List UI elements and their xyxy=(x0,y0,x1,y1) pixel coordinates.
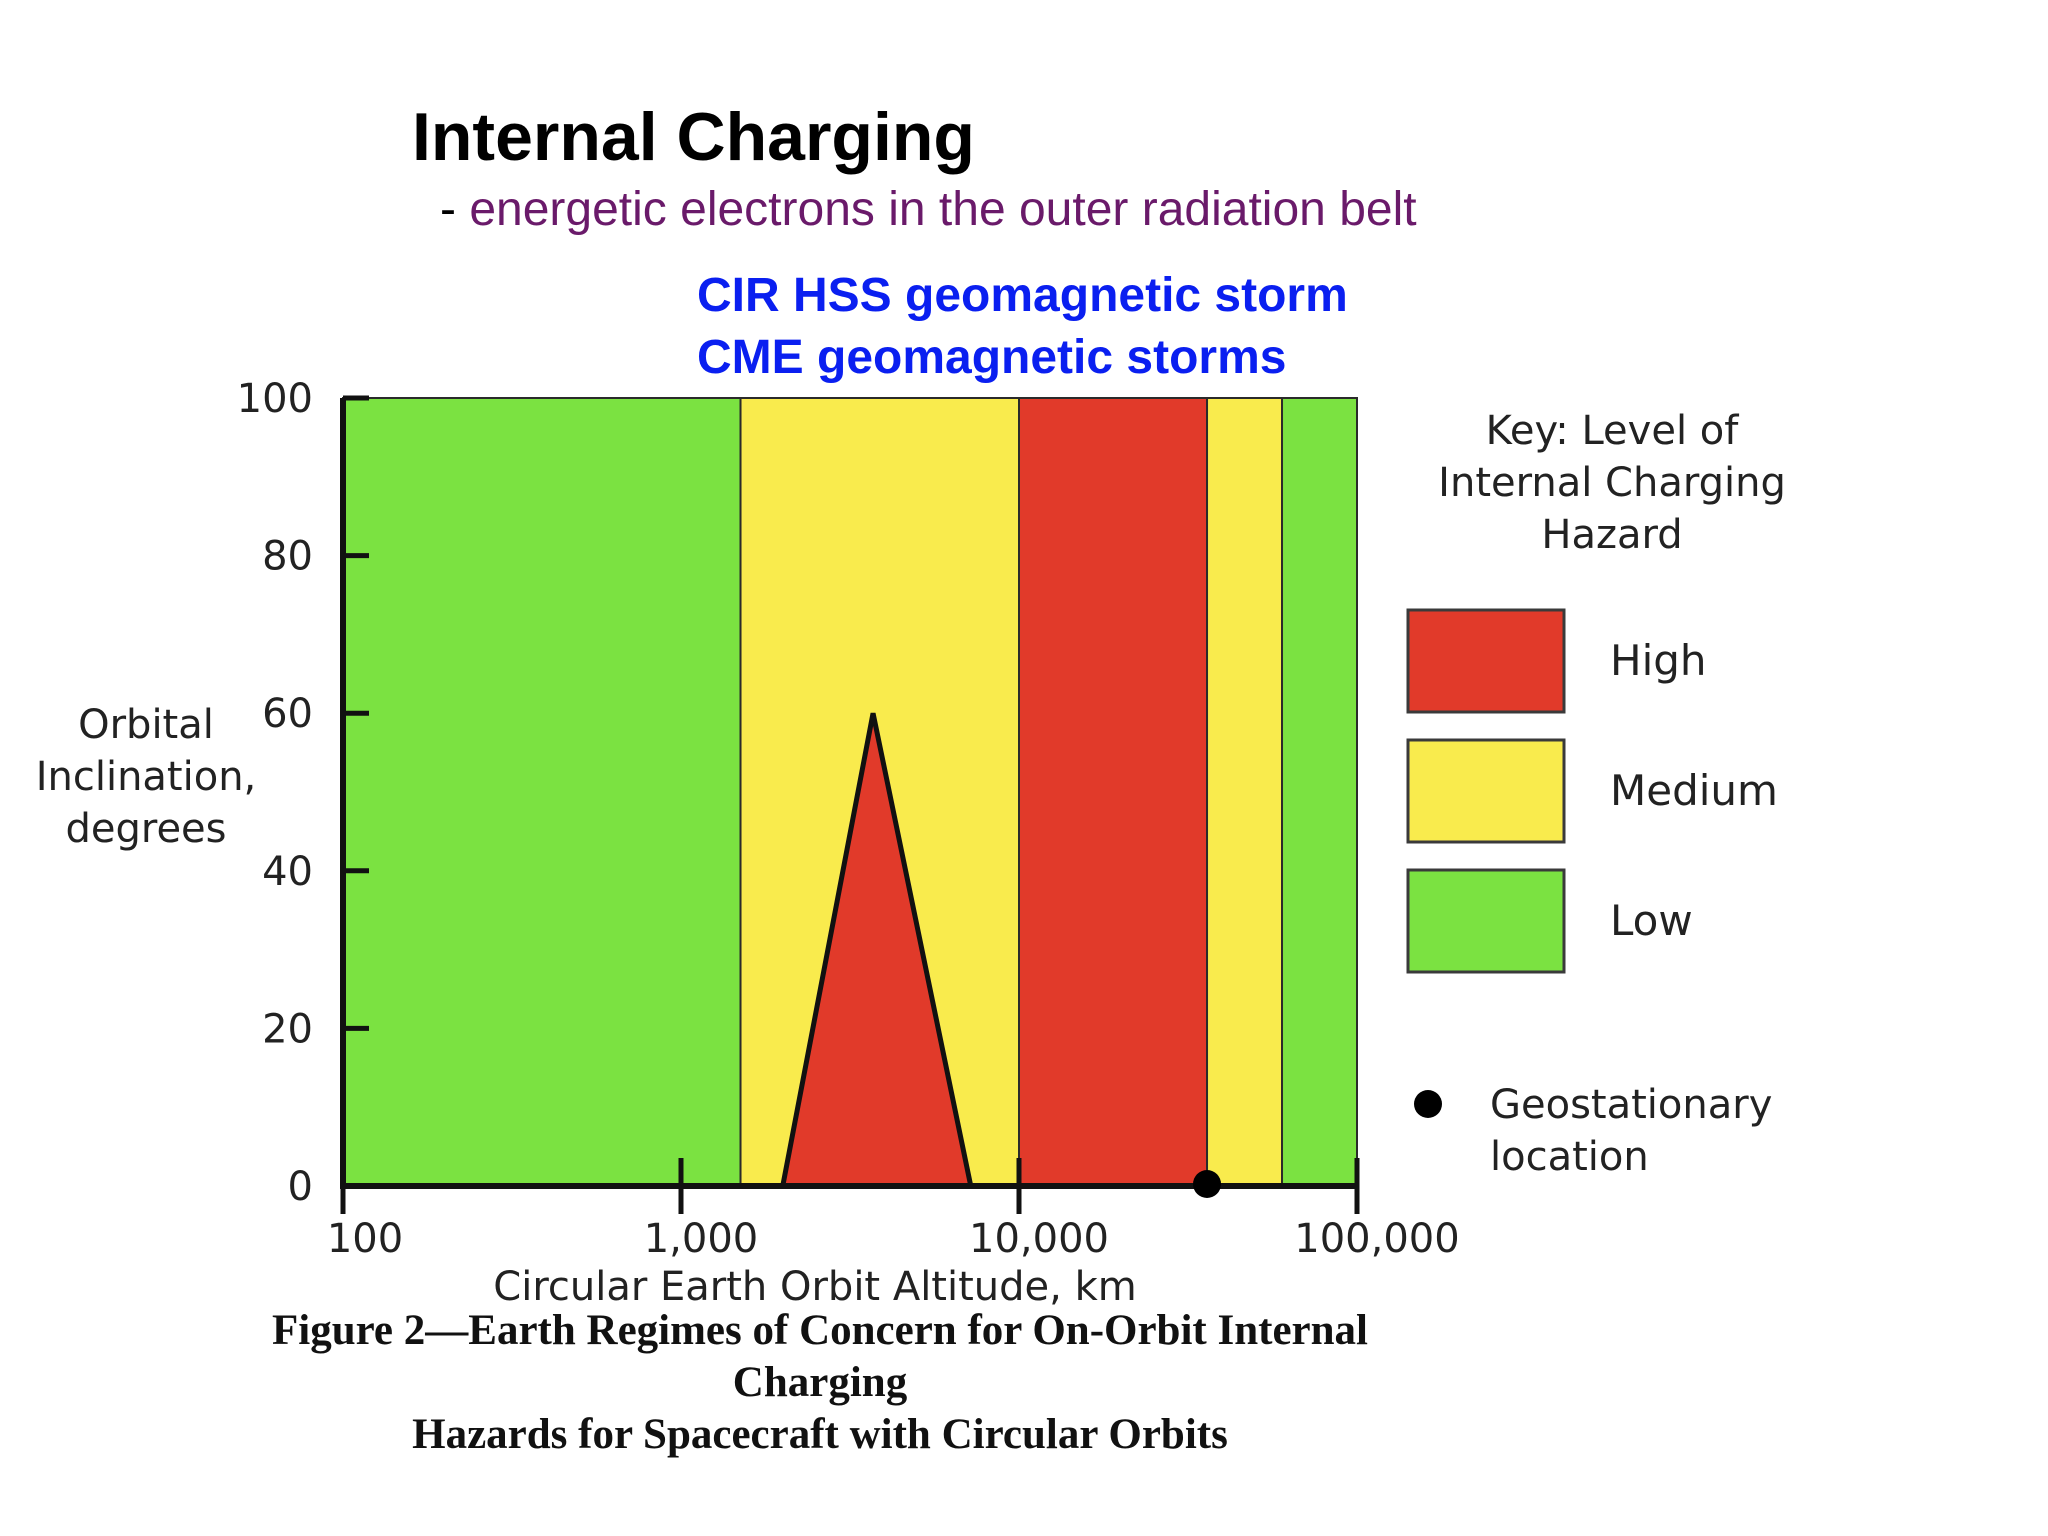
legend-label-low: Low xyxy=(1610,896,1693,945)
legend: Key: Level of Internal Charging Hazard High… xyxy=(1406,408,1786,1180)
y-axis-title-line: Inclination, xyxy=(36,754,257,800)
y-axis-title-line: degrees xyxy=(65,806,226,852)
hazard-region-low-0 xyxy=(342,397,742,1187)
legend-swatch-medium xyxy=(1406,738,1566,844)
legend-label-high: High xyxy=(1610,636,1707,685)
y-tick-label: 100 xyxy=(237,376,313,422)
figure-caption: Figure 2—Earth Regimes of Concern for On… xyxy=(240,1305,1400,1461)
subtitle-dash: - xyxy=(440,183,470,236)
x-tick-label: 100,000 xyxy=(1294,1216,1459,1262)
y-tick-label: 0 xyxy=(288,1164,313,1210)
slide-title: Internal Charging xyxy=(412,99,975,175)
axes xyxy=(340,398,1359,1189)
x-tick-label: 10,000 xyxy=(969,1216,1109,1262)
storm-label-cme: CME geomagnetic storms xyxy=(697,331,1287,384)
geostationary-marker xyxy=(1193,1170,1222,1198)
subtitle-text: energetic electrons in the outer radiati… xyxy=(469,183,1417,236)
hazard-region-high-2 xyxy=(1018,397,1209,1187)
geostationary-marker-layer xyxy=(1193,1170,1222,1198)
legend-geostationary-label: location xyxy=(1490,1134,1649,1180)
x-tick-label: 1,000 xyxy=(644,1216,759,1262)
hazard-regions xyxy=(342,397,1359,1187)
hazard-region-low-4 xyxy=(1281,397,1359,1187)
legend-swatch-high xyxy=(1406,608,1566,714)
tick-marks xyxy=(340,395,1360,1214)
x-axis-title: Circular Earth Orbit Altitude, km xyxy=(493,1264,1136,1310)
legend-geostationary-label: Geostationary xyxy=(1490,1082,1772,1128)
hazard-region-medium-3 xyxy=(1206,397,1284,1187)
x-tick-label: 100 xyxy=(327,1216,403,1262)
y-tick-label: 20 xyxy=(262,1006,313,1052)
legend-title-line: Internal Charging xyxy=(1438,460,1786,506)
y-tick-label: 40 xyxy=(262,849,313,895)
legend-geostationary-marker xyxy=(1414,1090,1442,1118)
slide-subtitle: - energetic electrons in the outer radia… xyxy=(440,183,1417,237)
legend-title-line: Hazard xyxy=(1541,512,1682,558)
y-tick-label: 60 xyxy=(262,691,313,737)
legend-swatch-low xyxy=(1406,868,1566,974)
storm-label-cir-hss: CIR HSS geomagnetic storm xyxy=(697,269,1348,322)
axis-titles: Circular Earth Orbit Altitude, km Orbital… xyxy=(36,702,1137,1310)
legend-label-medium: Medium xyxy=(1610,766,1778,815)
y-tick-label: 80 xyxy=(262,534,313,580)
tick-labels: 100 1,000 10,000 100,000 0 20 40 60 80 100 xyxy=(237,376,1460,1262)
y-axis-title-line: Orbital xyxy=(78,702,214,748)
legend-title-line: Key: Level of xyxy=(1486,408,1740,454)
caption-line-2: Hazards for Spacecraft with Circular Orb… xyxy=(412,1411,1228,1458)
caption-line-1: Figure 2—Earth Regimes of Concern for On… xyxy=(272,1307,1368,1406)
